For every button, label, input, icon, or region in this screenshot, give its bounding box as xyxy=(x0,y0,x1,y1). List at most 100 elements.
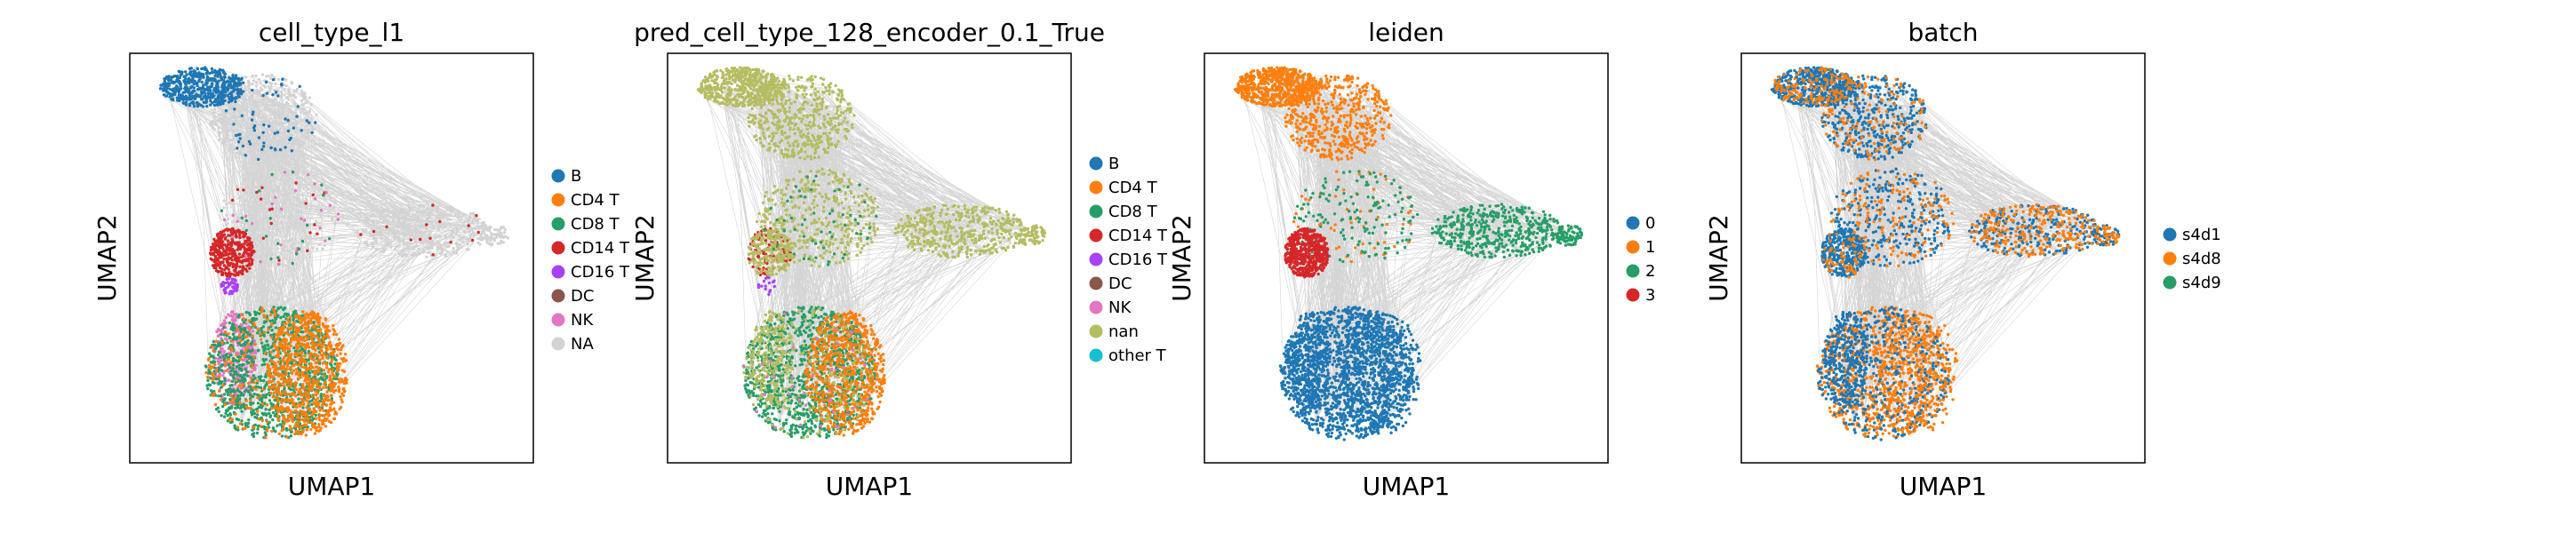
scatter-point xyxy=(192,86,196,90)
scatter-series-cd14-t xyxy=(208,227,256,279)
scatter-point xyxy=(260,338,263,341)
scatter-point xyxy=(232,363,236,367)
scatter-point xyxy=(261,84,265,87)
scatter-point xyxy=(251,88,254,92)
scatter-point xyxy=(196,73,200,77)
scatter-point xyxy=(322,342,325,346)
scatter-point xyxy=(256,427,260,431)
scatter-point xyxy=(257,77,261,82)
scatter-point xyxy=(240,410,244,413)
legend-label: NK xyxy=(571,311,594,330)
scatter-point xyxy=(223,402,228,407)
scatter-point xyxy=(700,84,704,89)
scatter-point xyxy=(317,418,321,422)
scatter-point xyxy=(716,87,719,91)
scatter-point xyxy=(280,102,284,107)
scatter-point xyxy=(243,248,246,251)
scatter-point xyxy=(292,181,295,185)
scatter-point xyxy=(223,111,227,115)
scatter-point xyxy=(325,390,329,394)
scatter-point xyxy=(230,420,234,424)
scatter-point xyxy=(232,273,236,276)
scatter-point xyxy=(276,242,280,245)
scatter-point xyxy=(289,344,292,348)
scatter-point xyxy=(276,410,280,414)
scatter-point xyxy=(305,393,308,396)
scatter-point xyxy=(423,210,427,213)
scatter-point xyxy=(222,393,227,396)
scatter-point xyxy=(222,398,226,402)
scatter-point xyxy=(730,67,734,70)
scatter-point xyxy=(218,375,221,378)
scatter-point xyxy=(733,71,737,75)
scatter-point xyxy=(283,339,286,343)
scatter-point xyxy=(216,91,220,94)
scatter-point xyxy=(412,236,416,241)
scatter-point xyxy=(743,74,747,78)
scatter-point xyxy=(458,238,461,242)
scatter-point xyxy=(426,207,429,211)
scatter-point xyxy=(245,108,249,113)
scatter-point xyxy=(455,251,459,255)
scatter-point xyxy=(228,321,231,325)
scatter-point xyxy=(220,68,225,72)
scatter-point xyxy=(258,132,262,136)
scatter-point xyxy=(215,103,220,107)
scatter-point xyxy=(319,349,324,353)
scatter-point xyxy=(244,349,247,353)
scatter-point xyxy=(304,316,308,320)
scatter-point xyxy=(244,254,248,258)
scatter-point xyxy=(708,72,712,76)
scatter-point xyxy=(386,219,390,222)
scatter-point xyxy=(336,347,340,352)
scatter-point xyxy=(715,81,718,85)
scatter-point xyxy=(404,215,407,219)
scatter-point xyxy=(281,202,285,205)
scatter-point xyxy=(761,69,765,73)
scatter-point xyxy=(305,124,308,128)
scatter-point xyxy=(247,84,251,87)
scatter-point xyxy=(293,222,298,226)
scatter-point xyxy=(237,390,242,394)
scatter-point xyxy=(277,385,281,389)
scatter-point xyxy=(291,171,295,174)
scatter-point xyxy=(412,253,415,258)
scatter-point xyxy=(260,417,263,420)
scatter-point xyxy=(310,126,314,130)
scatter-point xyxy=(236,373,240,377)
scatter-point xyxy=(317,423,321,426)
scatter-point xyxy=(280,401,284,404)
scatter-point xyxy=(245,105,249,108)
scatter-point xyxy=(209,354,213,358)
scatter-point xyxy=(304,321,308,325)
legend-marker xyxy=(551,289,565,303)
scatter-point xyxy=(295,416,299,419)
scatter-point xyxy=(277,406,281,410)
scatter-point xyxy=(251,93,254,98)
scatter-point xyxy=(471,219,475,223)
scatter-point xyxy=(276,238,279,242)
scatter-point xyxy=(221,247,225,251)
scatter-point xyxy=(229,361,233,364)
scatter-point xyxy=(423,230,427,234)
scatter-point xyxy=(304,330,308,333)
scatter-point xyxy=(280,397,284,402)
legend-label: CD4 T xyxy=(571,191,620,210)
legend-label: CD16 T xyxy=(571,263,630,282)
scatter-point xyxy=(436,210,439,214)
scatter-point xyxy=(244,368,247,371)
scatter-point xyxy=(728,101,732,105)
scatter-point xyxy=(261,236,265,240)
scatter-point xyxy=(276,314,280,317)
scatter-point xyxy=(268,386,271,390)
scatter-point xyxy=(272,198,276,202)
scatter-point xyxy=(300,383,305,386)
scatter-point xyxy=(465,248,469,251)
scatter-point xyxy=(288,315,292,319)
scatter-point xyxy=(224,266,228,270)
scatter-point xyxy=(262,217,266,220)
scatter-point xyxy=(220,363,224,367)
scatter-point xyxy=(329,394,333,397)
scatter-point xyxy=(245,374,249,378)
scatter-point xyxy=(229,343,233,347)
